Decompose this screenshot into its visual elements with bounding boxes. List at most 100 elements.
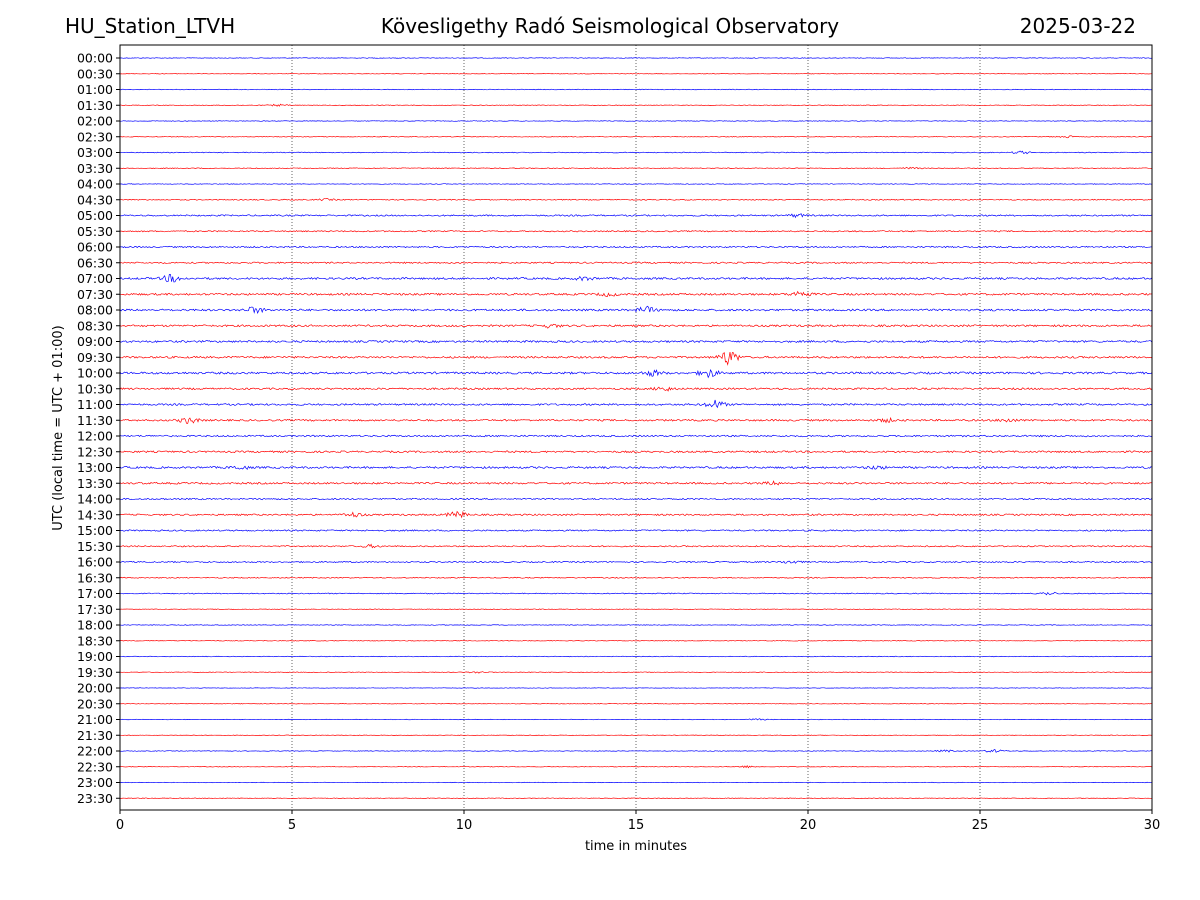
y-tick-label: 04:00 — [77, 177, 113, 192]
trace-0400 — [119, 183, 1153, 185]
y-tick-label: 06:30 — [77, 255, 113, 270]
y-tick-label: 19:30 — [77, 665, 113, 680]
y-tick-label: 12:00 — [77, 429, 113, 444]
trace-0300 — [119, 150, 1153, 155]
y-tick-label: 17:30 — [77, 602, 113, 617]
trace-1800 — [119, 624, 1153, 626]
trace-1430 — [119, 510, 1153, 519]
trace-1830 — [119, 640, 1153, 642]
y-tick-label: 19:00 — [77, 649, 113, 664]
trace-1930 — [119, 671, 1153, 674]
station-name: HU_Station_LTVH — [65, 14, 236, 38]
grid — [291, 45, 981, 810]
y-tick-label: 23:00 — [77, 775, 113, 790]
traces — [119, 57, 1153, 799]
y-tick-label: 15:30 — [77, 539, 113, 554]
trace-1630 — [119, 576, 1153, 579]
trace-1300 — [119, 465, 1153, 470]
trace-0600 — [119, 245, 1153, 249]
chart-date: 2025-03-22 — [1019, 14, 1136, 38]
y-tick-label: 13:00 — [77, 460, 113, 475]
trace-1230 — [119, 450, 1153, 454]
trace-1500 — [119, 529, 1153, 532]
y-tick-label: 03:00 — [77, 145, 113, 160]
trace-2330 — [119, 797, 1153, 799]
y-tick-label: 01:00 — [77, 82, 113, 97]
y-tick-label: 17:00 — [77, 586, 113, 601]
y-tick-label: 04:30 — [77, 192, 113, 207]
y-tick-label: 00:30 — [77, 66, 113, 81]
trace-1200 — [119, 434, 1153, 438]
trace-0830 — [119, 323, 1153, 329]
trace-0730 — [119, 290, 1153, 297]
trace-2200 — [119, 748, 1153, 753]
y-tick-label: 21:00 — [77, 712, 113, 727]
y-tick-label: 05:00 — [77, 208, 113, 223]
y-tick-label: 08:00 — [77, 303, 113, 318]
trace-1700 — [119, 591, 1153, 596]
x-axis: 0 5 10 15 20 25 30 — [116, 810, 1160, 833]
y-tick-label: 16:00 — [77, 555, 113, 570]
y-tick-label: 02:30 — [77, 129, 113, 144]
y-tick-label: 18:30 — [77, 633, 113, 648]
y-tick-label: 06:00 — [77, 240, 113, 255]
y-tick-label: 03:30 — [77, 161, 113, 176]
x-tick-label: 5 — [288, 818, 296, 833]
trace-1030 — [119, 386, 1153, 392]
trace-0530 — [119, 230, 1153, 233]
y-tick-label: 11:00 — [77, 397, 113, 412]
y-tick-label: 21:30 — [77, 728, 113, 743]
x-tick-label: 20 — [800, 818, 817, 833]
trace-0330 — [119, 166, 1153, 170]
y-tick-label: 13:30 — [77, 476, 113, 491]
y-tick-label: 15:00 — [77, 523, 113, 538]
y-tick-label: 00:00 — [77, 51, 113, 66]
x-tick-label: 10 — [456, 818, 473, 833]
trace-0230 — [119, 135, 1153, 139]
y-tick-label: 20:30 — [77, 696, 113, 711]
y-tick-label: 07:00 — [77, 271, 113, 286]
trace-1600 — [119, 560, 1153, 564]
y-tick-label: 10:00 — [77, 366, 113, 381]
trace-1530 — [119, 543, 1153, 549]
trace-1330 — [119, 480, 1153, 486]
x-axis-label: time in minutes — [585, 839, 687, 854]
trace-0630 — [119, 261, 1153, 265]
chart-title: Kövesligethy Radó Seismological Observat… — [380, 14, 840, 38]
trace-0100 — [119, 88, 1153, 91]
x-tick-label: 30 — [1144, 818, 1161, 833]
trace-0000 — [119, 57, 1153, 59]
y-tick-label: 08:30 — [77, 318, 113, 333]
x-tick-label: 0 — [116, 818, 124, 833]
trace-0800 — [119, 305, 1153, 315]
trace-0930 — [119, 351, 1153, 366]
trace-1730 — [119, 608, 1153, 610]
trace-1000 — [119, 369, 1153, 379]
y-tick-label: 07:30 — [77, 287, 113, 302]
trace-1100 — [119, 399, 1153, 409]
y-tick-label: 14:30 — [77, 507, 113, 522]
y-tick-label: 09:00 — [77, 334, 113, 349]
trace-0200 — [119, 120, 1153, 122]
y-tick-label: 18:00 — [77, 618, 113, 633]
trace-0900 — [119, 339, 1153, 344]
y-tick-label: 12:30 — [77, 444, 113, 459]
x-tick-label: 25 — [972, 818, 989, 833]
y-tick-label: 22:00 — [77, 744, 113, 759]
y-axis-label: UTC (local time = UTC + 01:00) — [51, 325, 66, 530]
trace-0130 — [119, 103, 1153, 107]
y-tick-label: 05:30 — [77, 224, 113, 239]
trace-0500 — [119, 213, 1153, 219]
trace-0700 — [119, 274, 1153, 283]
y-tick-label: 10:30 — [77, 381, 113, 396]
y-tick-label: 23:30 — [77, 791, 113, 806]
x-tick-label: 15 — [628, 818, 645, 833]
y-tick-label: 01:30 — [77, 98, 113, 113]
trace-0430 — [119, 198, 1153, 202]
y-tick-label: 09:30 — [77, 350, 113, 365]
y-tick-label: 14:00 — [77, 492, 113, 507]
trace-2230 — [119, 765, 1153, 769]
y-tick-label: 16:30 — [77, 570, 113, 585]
trace-1900 — [119, 655, 1153, 658]
